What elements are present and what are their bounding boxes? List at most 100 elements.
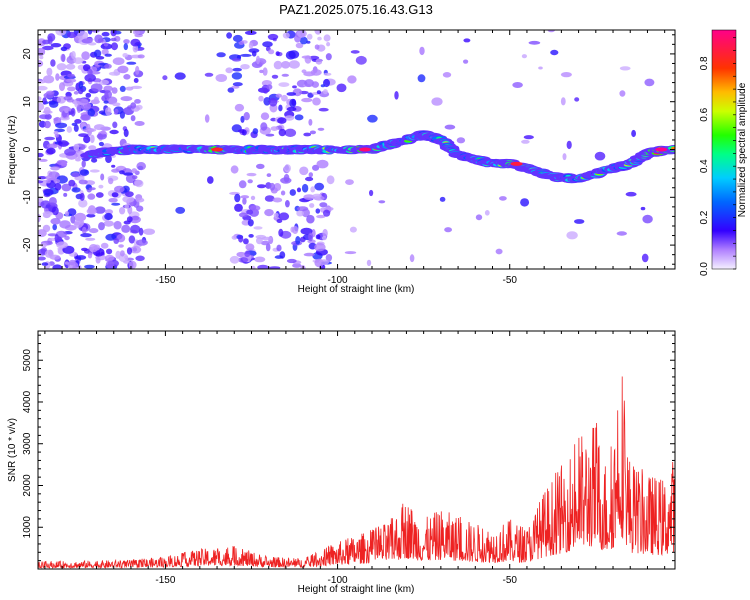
noise-blob xyxy=(68,259,76,266)
noise-blob xyxy=(111,192,119,198)
noise-blob xyxy=(336,83,347,93)
noise-blob xyxy=(85,123,91,131)
noise-blob xyxy=(231,72,243,80)
noise-blob xyxy=(61,183,72,192)
noise-blob xyxy=(419,46,425,56)
noise-blob xyxy=(246,209,254,215)
noise-blob xyxy=(44,136,55,141)
noise-blob xyxy=(87,128,97,132)
noise-blob xyxy=(71,51,76,59)
y-tick-label: 4000 xyxy=(22,390,33,413)
noise-blob xyxy=(521,54,528,59)
noise-blob xyxy=(81,247,88,252)
noise-blob xyxy=(81,226,87,235)
noise-blob xyxy=(616,231,627,236)
noise-blob xyxy=(254,256,266,263)
noise-blob xyxy=(640,206,646,211)
noise-blob xyxy=(349,226,357,233)
noise-blob xyxy=(175,206,186,214)
noise-blob xyxy=(100,130,106,135)
noise-blob xyxy=(96,133,107,140)
noise-blob xyxy=(41,262,49,266)
noise-blob xyxy=(95,257,101,264)
noise-blob xyxy=(312,193,322,198)
noise-blob xyxy=(444,227,452,233)
noise-blob xyxy=(86,208,97,215)
noise-blob xyxy=(106,248,113,255)
noise-blob xyxy=(296,210,304,217)
noise-blob xyxy=(301,97,313,103)
noise-blob xyxy=(109,129,119,135)
noise-blob xyxy=(265,133,275,137)
noise-blob xyxy=(56,159,67,166)
noise-blob xyxy=(291,98,297,106)
noise-blob xyxy=(54,182,62,191)
noise-blob xyxy=(230,165,239,174)
noise-blob xyxy=(242,129,247,136)
noise-blob xyxy=(50,166,60,171)
noise-blob xyxy=(306,33,313,40)
colorbar-tick-label: 0.6 xyxy=(699,107,710,121)
noise-blob xyxy=(66,31,77,39)
noise-blob xyxy=(71,187,81,193)
noise-blob xyxy=(347,75,357,84)
noise-blob xyxy=(310,186,316,193)
noise-blob xyxy=(119,170,125,175)
noise-blob xyxy=(86,213,96,218)
noise-blob xyxy=(42,39,51,45)
noise-blob xyxy=(253,226,263,230)
noise-blob xyxy=(378,200,386,204)
noise-blob xyxy=(238,257,249,263)
noise-blob xyxy=(281,73,289,77)
noise-blob xyxy=(251,265,256,269)
noise-blob xyxy=(81,160,86,168)
noise-blob xyxy=(94,206,106,214)
noise-blob xyxy=(439,196,446,202)
noise-blob xyxy=(244,250,251,258)
noise-blob xyxy=(53,117,59,122)
noise-blob xyxy=(126,247,133,255)
noise-blob xyxy=(135,255,145,262)
noise-blob xyxy=(111,164,116,168)
noise-blob xyxy=(78,199,88,208)
noise-blob xyxy=(89,228,99,234)
noise-blob xyxy=(278,82,290,87)
noise-blob xyxy=(93,124,105,131)
noise-blob xyxy=(574,219,585,224)
noise-blob xyxy=(278,228,284,237)
noise-blob xyxy=(174,72,186,80)
noise-blob xyxy=(296,187,302,193)
noise-blob xyxy=(71,172,80,178)
noise-blob xyxy=(234,103,245,112)
noise-blob xyxy=(136,162,146,171)
noise-blob xyxy=(46,143,58,149)
noise-blob xyxy=(48,237,57,242)
noise-blob xyxy=(232,67,242,72)
noise-blob xyxy=(268,49,275,55)
noise-blob xyxy=(247,179,253,184)
noise-blob xyxy=(123,74,131,80)
noise-blob xyxy=(56,241,68,249)
noise-blob xyxy=(38,158,48,162)
noise-blob xyxy=(105,233,117,241)
noise-blob xyxy=(88,244,98,253)
noise-blob xyxy=(520,198,530,207)
noise-blob xyxy=(495,248,503,255)
noise-blob xyxy=(244,30,257,35)
noise-blob xyxy=(560,72,572,78)
noise-blob xyxy=(75,97,82,102)
noise-blob xyxy=(84,264,95,269)
noise-blob xyxy=(305,176,314,182)
noise-blob xyxy=(131,175,138,180)
noise-blob xyxy=(84,73,96,82)
noise-blob xyxy=(344,251,357,255)
noise-blob xyxy=(278,104,283,112)
noise-blob xyxy=(294,114,304,121)
noise-blob xyxy=(59,82,65,92)
noise-blob xyxy=(260,112,270,120)
noise-blob xyxy=(250,205,261,212)
bottom-y-axis-label: SNR (10 * v/v) xyxy=(7,418,18,482)
noise-blob xyxy=(273,60,283,70)
noise-blob xyxy=(475,214,483,221)
